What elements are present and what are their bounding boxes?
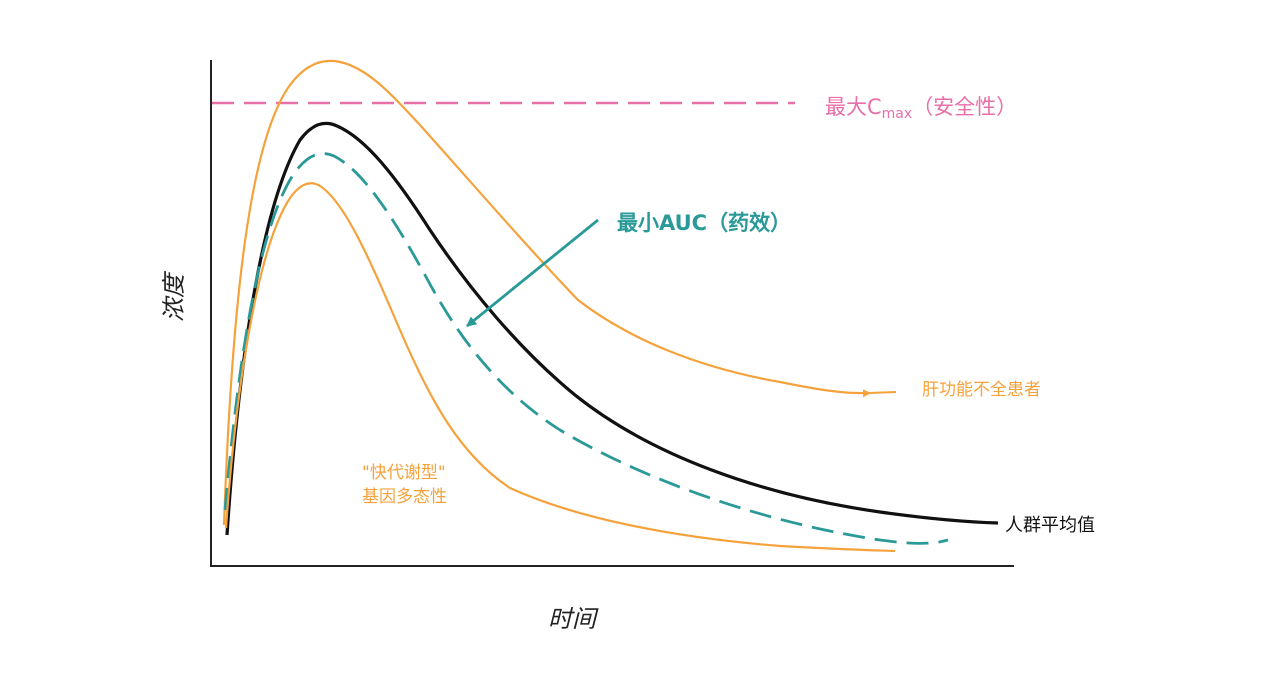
population-mean-curve <box>225 121 999 536</box>
max-cmax-label: 最大Cmax（安全性） <box>825 95 1017 122</box>
fast-metabolizer-label-line2: 基因多态性 <box>362 487 447 507</box>
hepatic-arrow-tail <box>867 391 897 394</box>
y-axis-label: 浓度 <box>160 270 188 322</box>
population-mean-label: 人群平均值 <box>1005 515 1095 536</box>
x-axis-label: 时间 <box>548 605 599 633</box>
min-auc-label: 最小AUC（药效） <box>617 211 791 235</box>
max-cmax-prefix: 最大C <box>825 95 882 119</box>
hepatic-impairment-label: 肝功能不全患者 <box>922 380 1041 400</box>
max-cmax-suffix: （安全性） <box>912 95 1017 119</box>
fast-metabolizer-label-line1: "快代谢型" <box>362 463 446 483</box>
min-auc-curve <box>223 152 949 545</box>
hepatic-impairment-curve <box>222 59 871 526</box>
fast-metabolizer-curve <box>224 182 896 553</box>
min-auc-pointer-arrow <box>466 218 599 328</box>
max-cmax-subscript: max <box>882 106 913 122</box>
